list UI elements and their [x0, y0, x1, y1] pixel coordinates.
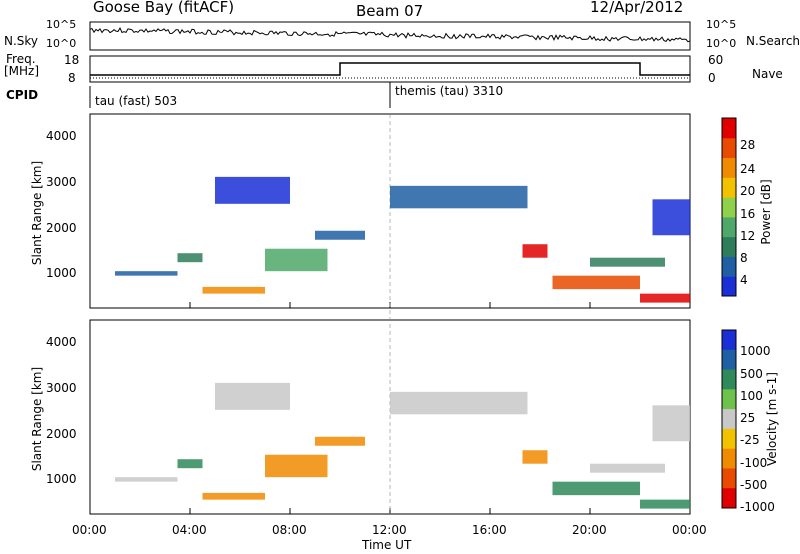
freq-label: Freq. — [6, 52, 36, 66]
velocity-colorbar-segment — [722, 349, 736, 371]
mode-label-1: tau (fast) 503 — [95, 94, 178, 108]
velocity-echo-patch — [177, 459, 203, 469]
velocity-echo-patch — [202, 492, 265, 500]
vel-cbar-tick-1000: 1000 — [740, 344, 771, 358]
vel-cbar-tick-m1000: -1000 — [740, 500, 775, 514]
velocity-colorbar-segment — [722, 428, 736, 450]
velocity-echo-patch — [640, 499, 690, 509]
power-ytick-3000: 3000 — [46, 175, 77, 189]
velocity-echo-patch — [115, 477, 178, 482]
power-cbar-tick-24: 24 — [740, 162, 756, 176]
power-colorbar-segment — [722, 137, 736, 159]
nsky-label: N.Sky — [4, 34, 39, 48]
velocity-ytick-4000: 4000 — [46, 335, 77, 349]
power-echo-patch — [215, 176, 290, 204]
power-echo-patch — [522, 244, 548, 258]
power-colorbar-segment — [722, 118, 736, 139]
power-echo-patch — [390, 185, 528, 209]
vel-cbar-tick-m100: -100 — [740, 456, 768, 470]
power-ytick-4000: 4000 — [46, 129, 77, 143]
velocity-colorbar-segment — [722, 448, 736, 469]
velocity-ytick-1000: 1000 — [46, 472, 77, 486]
power-echo-patch — [115, 271, 178, 276]
power-colorbar-segment — [722, 236, 736, 257]
station-title: Goose Bay (fitACF) — [93, 0, 235, 16]
vel-cbar-tick-m500: -500 — [740, 478, 768, 492]
power-cbar-tick-4: 4 — [740, 273, 748, 287]
power-echo-patch — [552, 275, 640, 290]
vel-cbar-tick-25: 25 — [740, 411, 756, 425]
velocity-echo-patch — [552, 481, 640, 496]
noise-right-tick-bottom: 10^0 — [706, 37, 737, 50]
freq-left-tick-top: 18 — [64, 53, 80, 67]
xtick-0400: 04:00 — [172, 523, 207, 537]
power-ytick-2000: 2000 — [46, 221, 77, 235]
power-echo-patch — [640, 293, 690, 303]
nave-right-tick-top: 60 — [708, 53, 724, 67]
velocity-echo-patch — [265, 454, 328, 478]
power-cbar-tick-12: 12 — [740, 229, 756, 243]
xtick-2400: 00:00 — [672, 523, 707, 537]
xtick-0000: 00:00 — [72, 523, 107, 537]
mhz-label: [MHz] — [4, 64, 40, 78]
power-cbar-tick-28: 28 — [740, 138, 756, 152]
xtick-1600: 16:00 — [472, 523, 507, 537]
cpid-label: CPID — [6, 88, 39, 102]
velocity-echo-patch — [522, 450, 548, 464]
velocity-colorbar-segment — [722, 468, 736, 489]
power-cbar-tick-20: 20 — [740, 184, 756, 198]
nave-label: Nave — [752, 67, 783, 81]
freq-left-tick-bottom: 8 — [68, 71, 76, 85]
frequency-trace — [90, 62, 690, 76]
noise-right-tick-top: 10^5 — [706, 18, 737, 31]
power-echo-patch — [265, 248, 328, 272]
noise-panel-frame — [89, 21, 691, 51]
power-ytick-1000: 1000 — [46, 266, 77, 280]
xtick-2000: 20:00 — [572, 523, 607, 537]
nsearch-label: N.Search — [746, 34, 800, 48]
velocity-ytick-3000: 3000 — [46, 381, 77, 395]
velocity-echo-patch — [390, 391, 528, 415]
velocity-echo-patch — [652, 405, 690, 442]
power-cbar-tick-16: 16 — [740, 207, 756, 221]
power-echo-patch — [315, 230, 365, 240]
date-title: 12/Apr/2012 — [590, 0, 684, 16]
power-echo-patch — [652, 199, 690, 236]
velocity-colorbar-frame — [721, 329, 737, 509]
power-echo-patch — [590, 257, 665, 267]
power-echo-patch — [202, 286, 265, 294]
power-colorbar-segment — [722, 276, 736, 297]
velocity-echo-patch — [215, 382, 290, 410]
power-colorbar-segment — [722, 256, 736, 277]
velocity-colorbar-segment — [722, 488, 736, 509]
noise-left-tick-top: 10^5 — [46, 18, 77, 31]
noise-curve — [89, 27, 691, 43]
power-colorbar-segment — [722, 197, 736, 218]
vel-cbar-tick-100: 100 — [740, 389, 763, 403]
velocity-echo-patch — [590, 463, 665, 473]
vel-cbar-tick-m25: -25 — [740, 433, 760, 447]
velocity-colorbar-segment — [722, 369, 736, 390]
mode-label-2: themis (tau) 3310 — [395, 84, 504, 98]
power-colorbar-frame — [721, 117, 737, 297]
velocity-colorbar-segment — [722, 389, 736, 410]
nave-right-tick-bottom: 0 — [708, 71, 716, 85]
velocity-colorbar-segment — [722, 330, 736, 351]
x-axis-label: Time UT — [362, 538, 412, 552]
power-colorbar-segment — [722, 157, 736, 178]
power-cbar-tick-8: 8 — [740, 251, 748, 265]
velocity-colorbar-segment — [722, 409, 736, 430]
xtick-1200: 12:00 — [372, 523, 407, 537]
xtick-0800: 08:00 — [272, 523, 307, 537]
velocity-ytick-2000: 2000 — [46, 427, 77, 441]
velocity-echo-patch — [315, 436, 365, 446]
beam-title: Beam 07 — [356, 2, 424, 20]
noise-left-tick-bottom: 10^0 — [46, 37, 77, 50]
power-colorbar-segment — [722, 216, 736, 238]
power-echo-patch — [177, 253, 203, 263]
power-colorbar-segment — [722, 177, 736, 198]
vel-cbar-tick-500: 500 — [740, 367, 763, 381]
